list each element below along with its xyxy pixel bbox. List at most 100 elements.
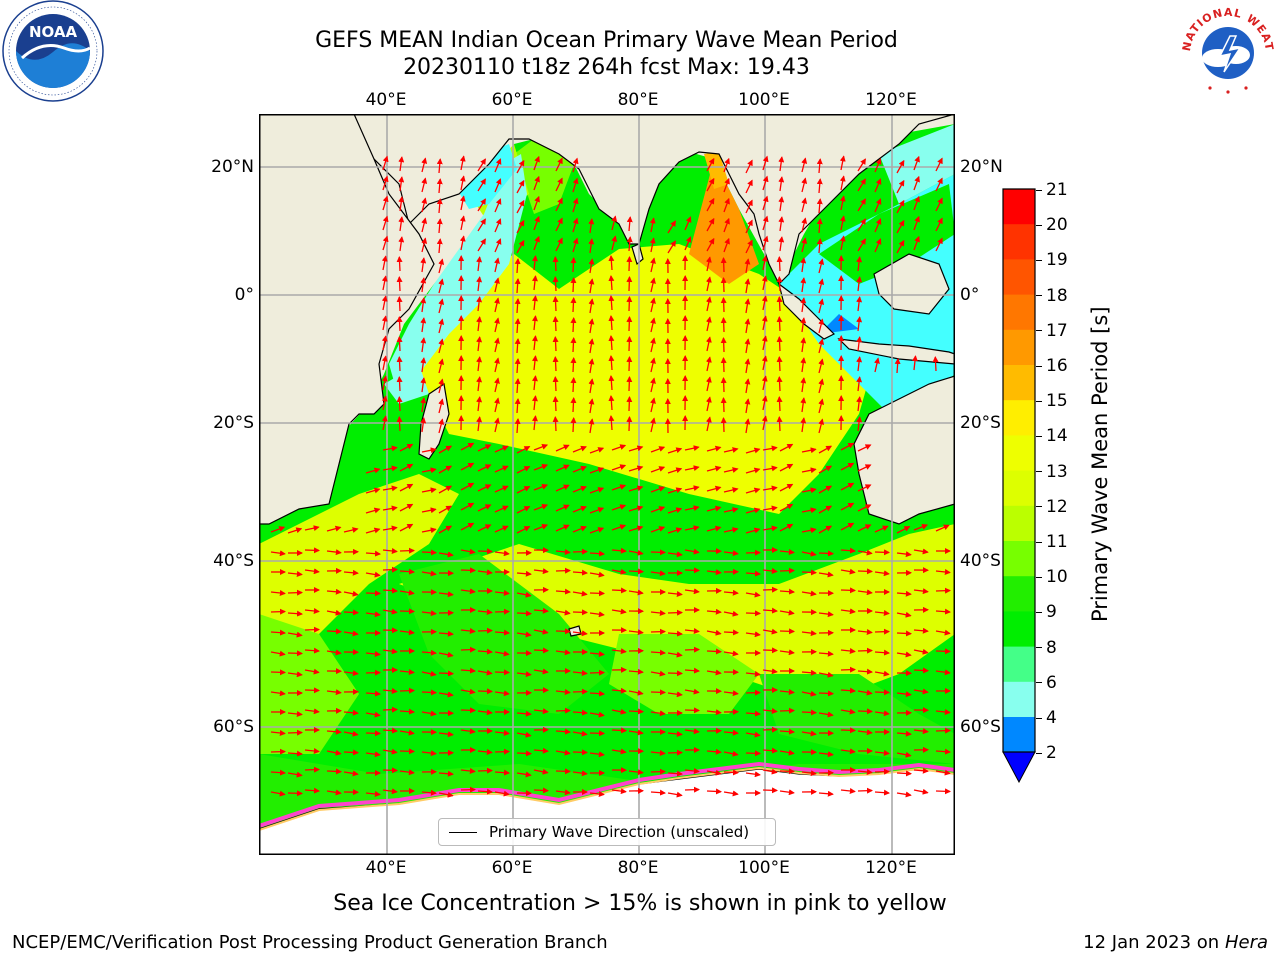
wave-direction-arrow — [779, 503, 794, 512]
wave-direction-arrow — [745, 549, 761, 556]
wave-direction-arrow — [650, 628, 666, 635]
wave-direction-arrow — [706, 177, 715, 192]
wave-direction-arrow — [667, 670, 683, 677]
wave-direction-arrow — [611, 708, 627, 715]
wave-direction-arrow — [516, 710, 532, 717]
wave-direction-arrow — [421, 710, 437, 717]
wave-direction-arrow — [555, 628, 571, 635]
wave-direction-arrow — [706, 629, 722, 636]
wave-direction-arrow — [572, 217, 579, 233]
wave-direction-arrow — [399, 503, 414, 512]
map-panel — [258, 113, 956, 856]
sea-ice-edge-inner — [258, 766, 956, 831]
wave-direction-arrow — [382, 547, 398, 554]
wave-direction-arrow — [705, 376, 712, 392]
wave-direction-arrow — [326, 728, 342, 735]
wave-direction-arrow — [382, 505, 398, 512]
wave-direction-arrow — [667, 630, 683, 637]
chart-title: GEFS MEAN Indian Ocean Primary Wave Mean… — [315, 28, 898, 53]
lat-tick-left-20s: 20°S — [213, 413, 254, 433]
wave-direction-arrow — [421, 549, 437, 556]
wave-direction-arrow — [896, 651, 912, 658]
wave-direction-arrow — [382, 445, 398, 452]
wave-direction-arrow — [552, 276, 559, 292]
wave-direction-arrow — [800, 417, 807, 433]
sea-ice-caption: Sea Ice Concentration > 15% is shown in … — [333, 891, 947, 916]
wave-direction-arrow — [856, 396, 863, 412]
wave-direction-arrow — [365, 590, 381, 597]
colorbar-tick-label: 8 — [1036, 638, 1057, 658]
wave-direction-arrow — [287, 650, 303, 657]
wave-direction-arrow — [570, 317, 577, 333]
wave-direction-arrow — [287, 710, 303, 717]
wave-direction-arrow — [476, 416, 483, 432]
wave-direction-arrow — [382, 195, 389, 211]
wave-direction-arrow — [381, 275, 388, 291]
wave-direction-arrow — [723, 157, 730, 173]
wave-direction-arrow — [421, 507, 437, 514]
wave-direction-arrow — [608, 295, 615, 311]
wave-direction-arrow — [706, 525, 722, 532]
wave-direction-arrow — [706, 769, 722, 776]
colorbar-ticks: 21 20 19 18 17 16 15 14 13 12 11 10 9 8 6 4 2 — [1036, 180, 1096, 780]
wave-direction-arrows — [270, 155, 951, 798]
wave-direction-arrow — [818, 485, 833, 494]
wave-direction-arrow — [382, 627, 398, 634]
wave-direction-arrow — [935, 217, 943, 232]
wave-direction-arrow — [365, 730, 381, 737]
wave-direction-arrow — [874, 238, 882, 253]
colorbar-tick-label: 14 — [1036, 426, 1068, 446]
wave-direction-arrow — [801, 569, 817, 576]
wave-direction-arrow — [745, 670, 761, 677]
wave-direction-arrow — [531, 315, 538, 331]
wave-direction-arrow — [856, 276, 863, 292]
wave-direction-arrow — [381, 355, 388, 371]
wave-direction-arrow — [778, 196, 785, 212]
wave-direction-arrow — [533, 483, 549, 491]
wave-direction-arrow — [589, 690, 605, 697]
wave-direction-arrow — [343, 749, 359, 756]
lat-tick-right-20s: 20°S — [960, 413, 1001, 433]
wave-direction-arrow — [935, 648, 951, 655]
wave-direction-arrow — [800, 317, 807, 333]
wave-direction-arrow — [684, 786, 700, 793]
wave-direction-arrow — [626, 296, 633, 312]
wave-direction-arrow — [421, 750, 437, 757]
wave-direction-arrow — [874, 749, 890, 756]
wave-direction-arrow — [494, 357, 500, 373]
wave-direction-arrow — [421, 177, 428, 193]
wave-direction-arrow — [420, 317, 427, 333]
wave-direction-arrow — [723, 507, 739, 513]
wave-direction-arrow — [857, 647, 873, 654]
wave-direction-arrow — [896, 199, 905, 214]
wave-direction-arrow — [399, 668, 415, 675]
wave-direction-arrow — [744, 338, 751, 354]
wave-direction-arrow — [460, 707, 476, 714]
wave-direction-arrow — [779, 707, 795, 714]
wave-direction-arrow — [365, 550, 381, 557]
wave-direction-arrow — [762, 485, 778, 492]
wave-direction-arrow — [856, 376, 863, 392]
wave-direction-arrow — [857, 729, 873, 736]
footer-left: NCEP/EMC/Verification Post Processing Pr… — [12, 932, 608, 953]
wave-direction-arrow — [438, 731, 454, 738]
noaa-logo-graphic: NOAA — [2, 0, 104, 102]
wave-direction-arrow — [270, 769, 286, 776]
wave-direction-arrow — [801, 590, 817, 597]
wave-direction-arrow — [516, 486, 531, 494]
wave-direction-arrow — [531, 255, 538, 271]
wave-direction-arrow — [762, 726, 778, 733]
wave-direction-arrow — [436, 218, 443, 234]
wave-direction-arrow — [476, 296, 483, 312]
wave-direction-arrow — [896, 239, 905, 254]
wave-direction-arrow — [476, 316, 483, 332]
wave-direction-arrow — [365, 487, 381, 494]
wave-direction-arrow — [778, 156, 785, 172]
wave-direction-arrow — [398, 156, 405, 172]
wave-direction-arrow — [779, 628, 795, 635]
wave-direction-arrow — [494, 629, 510, 636]
lat-tick-right-60s: 60°S — [960, 717, 1001, 737]
wave-direction-arrow — [552, 376, 559, 392]
wave-direction-arrow — [818, 258, 825, 274]
wave-direction-arrow — [270, 608, 286, 615]
